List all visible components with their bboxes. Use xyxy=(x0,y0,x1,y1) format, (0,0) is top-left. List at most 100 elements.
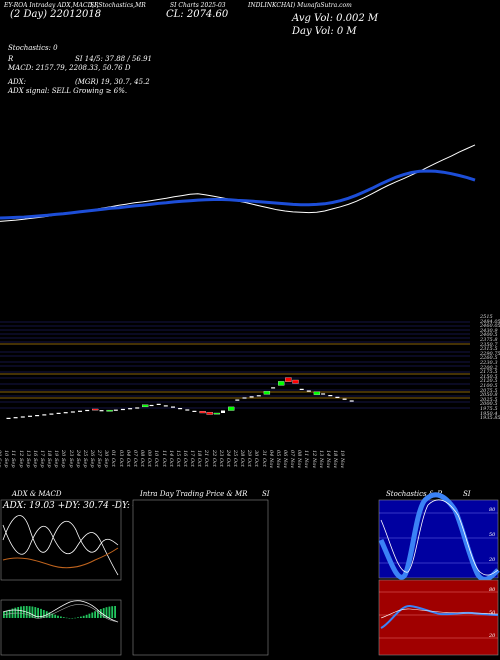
candle xyxy=(63,412,68,414)
date-tick-label: 26 Sep xyxy=(89,450,95,468)
candle xyxy=(13,417,18,419)
macd-histogram-bar xyxy=(20,606,22,618)
candle xyxy=(278,381,285,386)
candle xyxy=(49,413,54,415)
stoch-tick-20: 20 xyxy=(489,557,496,563)
intraday-panel xyxy=(132,499,269,656)
intraday-panel-title: Intra Day Trading Price & MR xyxy=(140,490,248,498)
price-tick-label: 2000.5 xyxy=(480,401,498,408)
macd-histogram-bar xyxy=(5,610,8,618)
macd-histogram-bar xyxy=(91,612,94,618)
price-tick-label: 2484.05 xyxy=(480,318,500,325)
rsi-panel xyxy=(378,579,499,656)
r-label: R xyxy=(8,55,14,63)
intraday-si-label: SI xyxy=(262,490,270,498)
stoch-panel xyxy=(378,499,499,579)
candle xyxy=(228,406,235,411)
date-tick-label: 11 Oct xyxy=(160,450,167,467)
macd-histogram-bar xyxy=(22,606,25,618)
day-vol: Day Vol: 0 M xyxy=(292,26,357,37)
price-tick-label: 2430.9 xyxy=(480,327,498,334)
price-tick-label: 2150.5 xyxy=(480,373,498,380)
macd-histogram-bar xyxy=(68,618,71,619)
macd-histogram-bar xyxy=(82,615,85,618)
candle xyxy=(313,391,321,395)
candle xyxy=(28,415,32,417)
rsi-tick-20: 20 xyxy=(489,633,496,639)
date-tick-label: 10 Sep xyxy=(3,450,10,468)
date-tick-label: 11 Nov xyxy=(303,450,310,469)
date-tick-label: 27 Sep xyxy=(96,450,103,468)
macd-histogram-bar xyxy=(48,612,51,618)
macd-histogram-bar xyxy=(11,608,14,618)
date-tick-label: 05 Nov xyxy=(274,450,281,469)
date-tick-label: 24 Sep xyxy=(74,450,81,468)
macd-histogram-bar xyxy=(85,614,88,618)
candle xyxy=(342,398,347,400)
price-tick-label: 1975.5 xyxy=(480,406,498,412)
stoch-tick-50: 50 xyxy=(489,532,496,538)
date-tick-label: 19 Sep xyxy=(53,450,60,468)
candle xyxy=(185,409,190,411)
price-tick-label: 2315.5 xyxy=(480,346,498,353)
candle xyxy=(35,415,40,417)
macd-histogram-bar xyxy=(17,607,20,618)
macd-histogram-bar xyxy=(40,608,42,618)
si-text: SI 14/5: 37.88 / 56.91 xyxy=(75,55,152,63)
price-tick-label: 2290.75 xyxy=(480,350,500,357)
stoch-si-label: SI xyxy=(463,490,471,498)
macd-histogram-bar xyxy=(28,606,31,618)
date-tick-label: 30 Sep xyxy=(103,450,110,468)
date-tick-label: 18 Oct xyxy=(196,450,203,467)
stochastics-text: Stochastics: 0 xyxy=(8,44,58,52)
macd-histogram-bar xyxy=(31,606,34,618)
price-tick-label: 2100.5 xyxy=(480,383,498,389)
stoch-k-line xyxy=(378,492,500,582)
candle xyxy=(199,411,206,414)
price-tick-label: 2515 xyxy=(480,314,493,320)
close-line: CL: 2074.60 xyxy=(166,9,229,20)
rsi-tick-50: 50 xyxy=(489,610,496,616)
date-tick-label: 07 Oct xyxy=(131,450,138,467)
stoch-d-line xyxy=(380,499,499,576)
candle xyxy=(349,400,354,402)
adx-line xyxy=(2,547,119,569)
price-tick-label: 1950.4 xyxy=(480,410,498,417)
price-chart xyxy=(0,144,476,419)
macd-histogram-bar xyxy=(88,613,91,618)
candle xyxy=(263,391,271,395)
date-tick-label: 25 Sep xyxy=(81,450,88,468)
date-tick-label: 10 Oct xyxy=(153,450,160,467)
macd-histogram-bar xyxy=(114,606,116,618)
date-tick-label: 03 Oct xyxy=(117,450,124,467)
date-tick-label: 16 Sep xyxy=(31,450,38,468)
macd-histogram-bar xyxy=(45,611,48,618)
price-tick-label: 2200.2 xyxy=(480,364,498,371)
date-tick-label: 20 Sep xyxy=(60,450,67,468)
date-tick-label: 09 Oct xyxy=(146,450,153,467)
price-tick-label: 2460.05 xyxy=(480,323,500,330)
price-tick-label: 2025.5 xyxy=(480,396,498,403)
candle xyxy=(106,409,113,412)
candle xyxy=(156,403,161,405)
date-tick-label: 01 Oct xyxy=(110,450,117,467)
date-tick-label: 30 Oct xyxy=(253,450,260,467)
macd-histogram-bar xyxy=(62,617,65,618)
date-tick-label: 23 Oct xyxy=(217,450,224,467)
candle xyxy=(292,379,299,384)
price-tick-label: 2075.5 xyxy=(480,387,498,394)
candle xyxy=(321,393,326,395)
date-line: (2 Day) 22012018 xyxy=(10,9,102,20)
candle xyxy=(42,414,47,416)
date-tick-label: 19 Nov xyxy=(339,450,346,469)
candle xyxy=(163,405,168,407)
price-tick-label: 2350.7 xyxy=(480,341,498,348)
candle xyxy=(299,388,304,390)
candle xyxy=(70,411,75,413)
date-tick-label: 23 Sep xyxy=(67,450,74,468)
candle xyxy=(135,407,140,409)
adx-panel-title: ADX & MACD xyxy=(12,490,62,498)
date-tick-label: 04 Nov xyxy=(267,450,274,469)
price-tick-label: 1935.85 xyxy=(480,415,500,422)
macd-histogram-bar xyxy=(108,606,111,618)
